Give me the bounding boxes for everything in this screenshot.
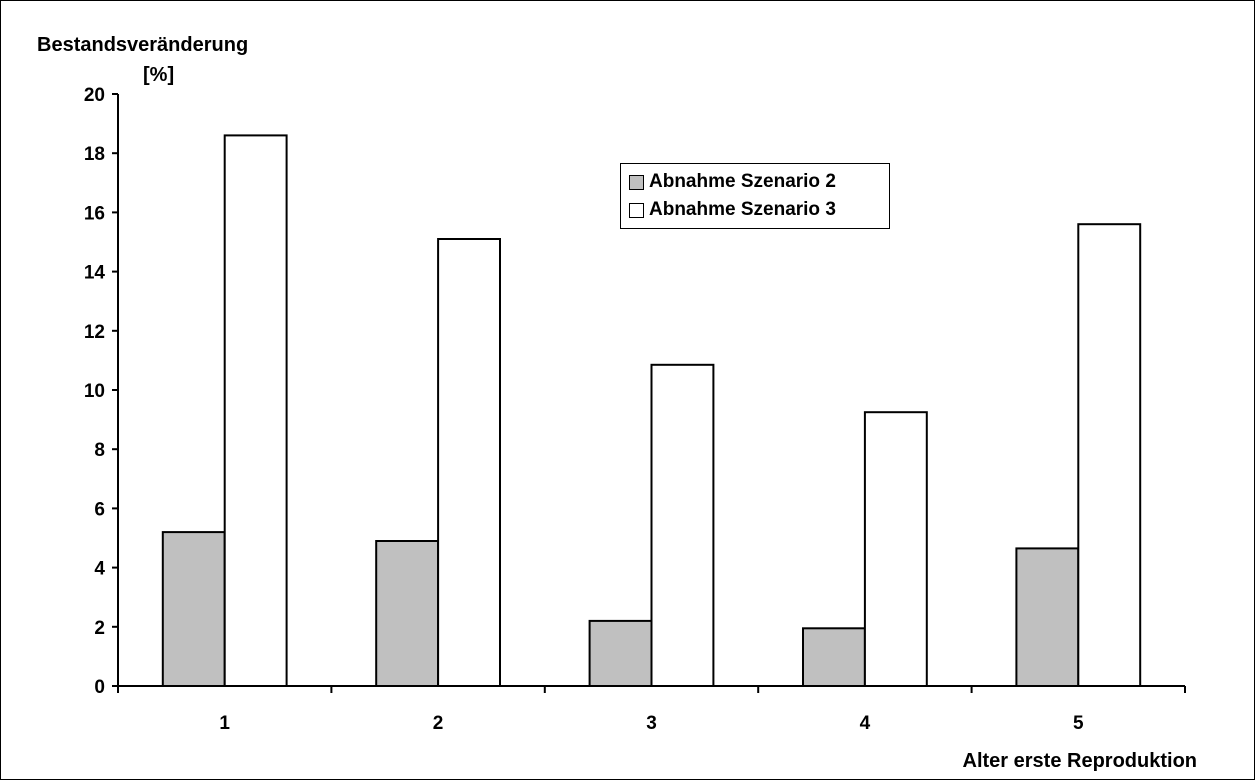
- legend-item-scenario-2: Abnahme Szenario 2: [629, 169, 836, 195]
- bar-series-2-cat-3: [650, 363, 715, 687]
- y-tick-label: 0: [94, 677, 105, 698]
- x-tick-label: 4: [860, 713, 871, 734]
- bar-series-1-cat-2: [375, 540, 440, 687]
- bar-series-2-cat-2: [437, 238, 502, 687]
- legend-item-scenario-3: Abnahme Szenario 3: [629, 197, 836, 223]
- legend-swatch-scenario-3: [629, 202, 644, 218]
- bar-series-1-cat-3: [588, 619, 653, 688]
- y-axis-unit: [%]: [143, 64, 175, 86]
- x-tick-label: 3: [646, 713, 657, 734]
- legend-swatch-scenario-2: [629, 174, 644, 190]
- y-tick-label: 14: [84, 263, 106, 284]
- y-tick-label: 16: [84, 203, 105, 224]
- y-tick-label: 4: [94, 559, 105, 580]
- y-tick-label: 18: [84, 144, 105, 165]
- bar-series-2-cat-1: [223, 134, 288, 687]
- legend-label-scenario-2: Abnahme Szenario 2: [649, 171, 836, 192]
- legend: Abnahme Szenario 2 Abnahme Szenario 3: [620, 163, 890, 229]
- bar-series-2-cat-5: [1077, 223, 1142, 687]
- y-tick-label: 8: [94, 440, 105, 461]
- legend-label-scenario-3: Abnahme Szenario 3: [649, 199, 836, 220]
- y-tick-label: 2: [94, 618, 105, 639]
- bar-series-2-cat-4: [863, 411, 928, 687]
- y-tick-label: 10: [84, 381, 105, 402]
- x-tick-label: 2: [433, 713, 444, 734]
- x-tick-label: 1: [219, 713, 230, 734]
- y-tick-label: 12: [84, 322, 105, 343]
- bar-series-1-cat-5: [1015, 547, 1080, 688]
- y-tick-label: 6: [94, 499, 105, 520]
- y-axis-label: Bestandsveränderung: [37, 34, 249, 56]
- x-axis-label: Alter erste Reproduktion: [962, 750, 1197, 772]
- bar-series-1-cat-1: [161, 531, 226, 687]
- y-tick-label: 20: [84, 85, 105, 106]
- x-tick-label: 5: [1073, 713, 1084, 734]
- bar-series-1-cat-4: [802, 627, 866, 687]
